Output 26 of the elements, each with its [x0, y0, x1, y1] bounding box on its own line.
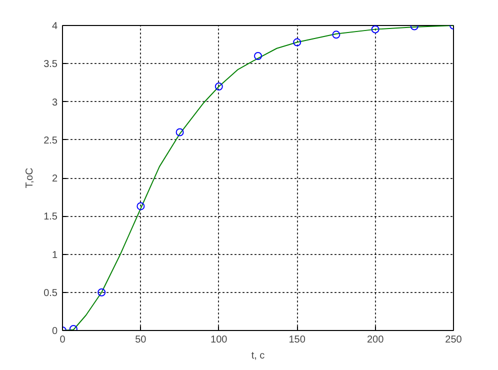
point [293, 38, 302, 46]
point [214, 82, 223, 90]
point [371, 26, 380, 34]
y-tick-label: 0 [52, 326, 58, 337]
x-axis-title: t, c [251, 350, 265, 362]
x-tick-label: 200 [366, 334, 384, 346]
y-tick-label: 1.5 [44, 212, 58, 223]
y-tick-label: 3.5 [44, 59, 58, 70]
x-tick-label: 50 [135, 334, 147, 346]
y-tick-label: 1 [52, 250, 58, 261]
y-tick-label: 2 [52, 174, 58, 184]
y-tick-label: 3 [52, 97, 58, 108]
point [176, 128, 184, 136]
y-tick-label: 4 [52, 21, 58, 32]
point [332, 30, 340, 39]
x-tick-label: 100 [210, 334, 228, 346]
x-tick-label: 250 [445, 334, 462, 346]
point [69, 324, 78, 330]
point [136, 202, 145, 210]
point [254, 52, 262, 60]
x-tick-label: 0 [60, 334, 66, 346]
y-axis-title: T,oC [24, 168, 36, 188]
x-tick-label: 150 [288, 334, 306, 346]
point [98, 288, 106, 296]
y-tick-label: 0.5 [44, 288, 58, 299]
y-tick-label: 2.5 [44, 135, 58, 146]
